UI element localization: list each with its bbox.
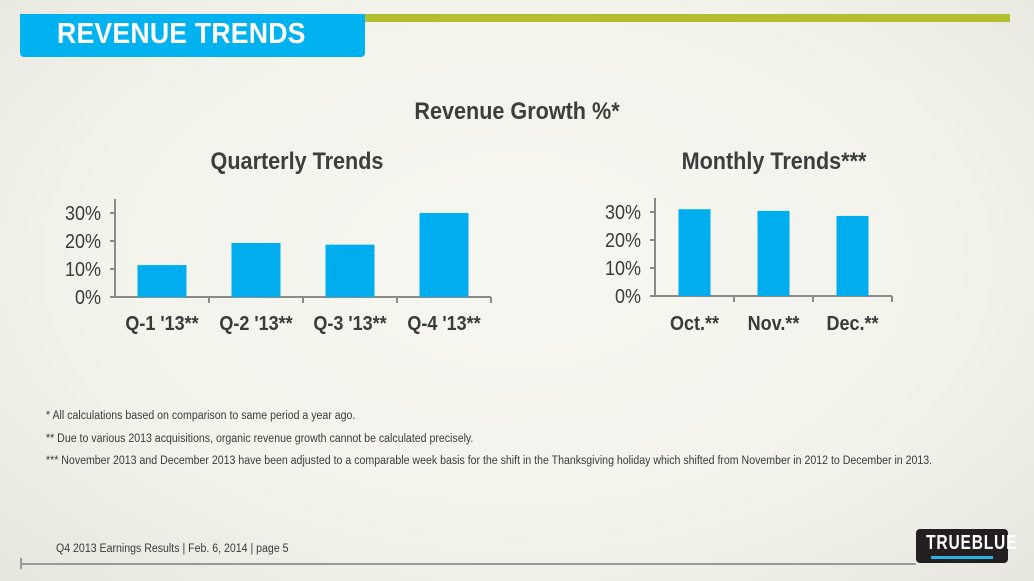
bar <box>325 244 375 297</box>
y-tick-label: 30% <box>65 203 101 225</box>
category-label: Nov.** <box>748 313 800 335</box>
bar <box>419 213 469 297</box>
category-label: Q-4 '13** <box>407 313 481 335</box>
quarterly-chart-title: Quarterly Trends <box>210 148 384 175</box>
bar <box>137 265 187 297</box>
y-tick-label: 20% <box>65 231 101 253</box>
y-tick-label: 10% <box>605 258 641 280</box>
category-label: Q-3 '13** <box>313 313 387 335</box>
logo-text: TRUEBLUE <box>926 532 1018 554</box>
category-label: Oct.** <box>670 313 720 335</box>
page-info: Q4 2013 Earnings Results | Feb. 6, 2014 … <box>56 543 289 555</box>
quarterly-chart: 0% 10% 20% 30% Q-1 '13** Q-2 '13** Q-3 '13** Q-… <box>65 199 492 335</box>
bar <box>836 215 869 296</box>
y-tick-label: 0% <box>615 286 641 308</box>
footnote-1: * All calculations based on comparison t… <box>46 410 356 422</box>
bar <box>757 210 790 296</box>
y-tick-label: 10% <box>65 259 101 281</box>
category-label: Dec.** <box>826 313 879 335</box>
category-label: Q-2 '13** <box>219 313 293 335</box>
monthly-chart: 0% 10% 20% 30% Oct.** Nov.** Dec.** <box>605 198 893 335</box>
y-tick-label: 30% <box>605 202 641 224</box>
title-banner <box>20 14 365 57</box>
category-label: Q-1 '13** <box>125 313 199 335</box>
y-tick-label: 20% <box>605 230 641 252</box>
logo-underline <box>931 556 993 559</box>
trueblue-logo: TRUEBLUE <box>916 529 1018 563</box>
chart-main-title: Revenue Growth %* <box>414 98 620 125</box>
footer-rule <box>21 563 916 565</box>
footnote-2: ** Due to various 2013 acquisitions, org… <box>46 433 474 445</box>
bar <box>231 242 281 297</box>
slide-title: REVENUE TRENDS <box>57 18 306 50</box>
monthly-chart-title: Monthly Trends*** <box>681 148 867 175</box>
footnote-3: *** November 2013 and December 2013 have… <box>46 455 933 467</box>
bar <box>678 209 711 296</box>
y-tick-label: 0% <box>75 287 101 309</box>
top-accent-rule <box>365 14 1010 22</box>
